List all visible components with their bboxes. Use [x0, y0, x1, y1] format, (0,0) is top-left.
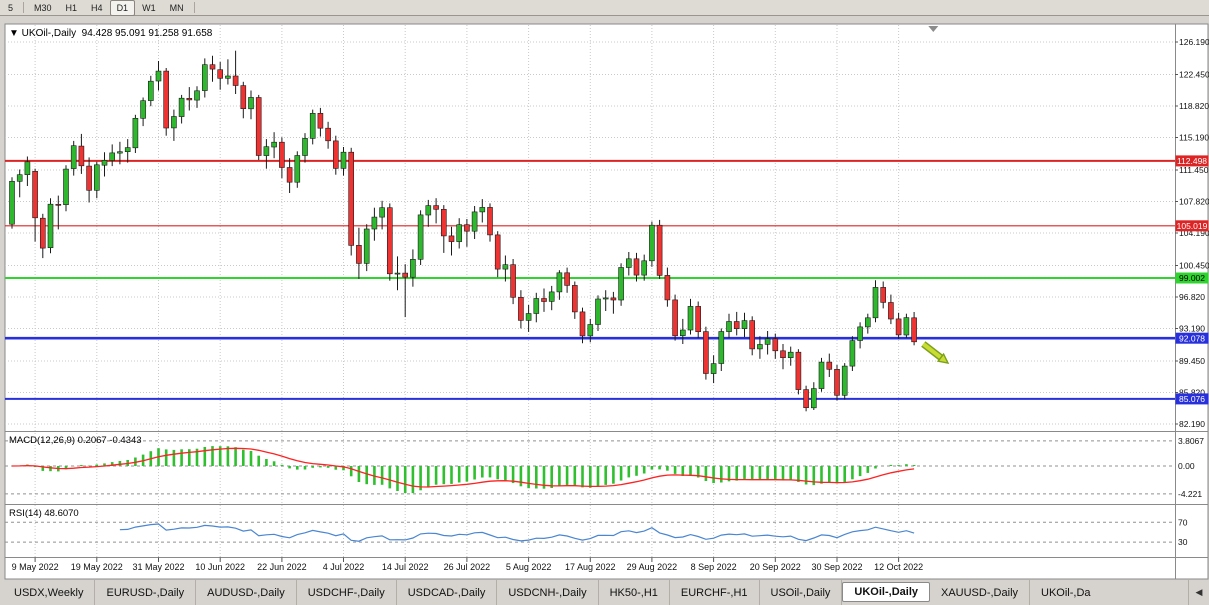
price-badge-105.019: 105.019: [1175, 220, 1209, 232]
timeframe-button-H1[interactable]: H1: [65, 2, 78, 13]
chart-tab-usdcnh-daily[interactable]: USDCNH-,Daily: [497, 580, 599, 605]
svg-text:93.190: 93.190: [1179, 324, 1205, 334]
svg-text:70: 70: [1178, 517, 1188, 527]
svg-text:89.450: 89.450: [1179, 356, 1205, 366]
timeframe-button-H4[interactable]: H4: [91, 2, 103, 13]
rsi-axis-labels: 70 30: [1178, 517, 1188, 547]
chart-tab-usdchf-daily[interactable]: USDCHF-,Daily: [297, 580, 397, 605]
timeframe-button-5[interactable]: 5: [8, 2, 14, 13]
svg-text:9 May 2022: 9 May 2022: [12, 562, 59, 572]
svg-text:82.190: 82.190: [1179, 419, 1205, 429]
chart-tab-usoil-daily[interactable]: USOil-,Daily: [760, 580, 843, 605]
svg-text:85.076: 85.076: [1179, 394, 1205, 404]
svg-text:3.8067: 3.8067: [1178, 436, 1204, 446]
svg-text:12 Oct 2022: 12 Oct 2022: [874, 562, 923, 572]
arrow-annotation[interactable]: [921, 341, 950, 365]
svg-text:96.820: 96.820: [1179, 292, 1205, 302]
rsi-label: RSI(14) 48.6070: [9, 508, 79, 519]
svg-text:85.820: 85.820: [1179, 388, 1205, 398]
svg-text:4 Jul 2022: 4 Jul 2022: [323, 562, 365, 572]
svg-text:31 May 2022: 31 May 2022: [132, 562, 184, 572]
svg-text:19 May 2022: 19 May 2022: [71, 562, 123, 572]
panel-separators: [5, 24, 1208, 579]
price-badge-92.078: 92.078: [1175, 332, 1209, 344]
svg-text:105.019: 105.019: [1177, 221, 1208, 231]
rsi-line: [119, 523, 915, 542]
toolbar-separator: [23, 2, 25, 13]
svg-text:5 Aug 2022: 5 Aug 2022: [506, 562, 552, 572]
timeframe-button-M30[interactable]: M30: [34, 2, 52, 13]
chart-tab-ukoil-da[interactable]: UKOil-,Da: [1041, 586, 1091, 599]
chart-tab-usdcad-daily[interactable]: USDCAD-,Daily: [397, 580, 498, 605]
svg-text:104.190: 104.190: [1179, 228, 1209, 238]
price-badge-99.002: 99.002: [1175, 272, 1209, 284]
chart-shift-marker-icon[interactable]: [928, 26, 939, 32]
svg-text:92.078: 92.078: [1179, 333, 1205, 343]
toolbar-separator: [193, 2, 195, 13]
svg-text:126.190: 126.190: [1179, 37, 1209, 47]
chart-tab-ukoil-daily[interactable]: UKOil-,Daily: [842, 582, 930, 602]
svg-text:26 Jul 2022: 26 Jul 2022: [444, 562, 491, 572]
svg-text:115.190: 115.190: [1179, 133, 1209, 143]
rsi-levels: [5, 521, 1175, 543]
chart-tab-eurchf-h1[interactable]: EURCHF-,H1: [670, 580, 760, 605]
svg-text:99.002: 99.002: [1179, 273, 1205, 283]
timeframe-toolbar: 5 M30 H1 H4 D1 W1 MN: [0, 0, 1209, 16]
svg-text:122.450: 122.450: [1179, 70, 1209, 80]
svg-text:111.450: 111.450: [1179, 165, 1209, 175]
chart-title[interactable]: ▼ UKOil-,Daily 94.428 95.091 91.258 91.6…: [9, 28, 213, 39]
svg-text:17 Aug 2022: 17 Aug 2022: [565, 562, 616, 572]
svg-text:8 Sep 2022: 8 Sep 2022: [691, 562, 737, 572]
tab-scroll-left-button[interactable]: ◀: [1188, 580, 1209, 605]
chart-canvas[interactable]: 3.8067 0.00 -4.221 70 30 126.190 122.450 118.82…: [0, 16, 1209, 580]
tabs-strip: USDX,Weekly EURUSD-,Daily AUDUSD-,Daily USD…: [3, 580, 1188, 605]
macd-axis-labels: 3.8067 0.00 -4.221: [1178, 436, 1204, 499]
chart-tabbar: USDX,Weekly EURUSD-,Daily AUDUSD-,Daily USD…: [0, 580, 1209, 605]
timeframe-button-MN[interactable]: MN: [169, 2, 184, 13]
svg-text:29 Aug 2022: 29 Aug 2022: [627, 562, 678, 572]
price-axis[interactable]: 126.190 122.450 118.820 115.190 111.450 107.8…: [1175, 37, 1209, 429]
chart-tab-xauusd-daily[interactable]: XAUUSD-,Daily: [930, 580, 1031, 605]
chart-background: [4, 23, 1209, 580]
chart-tab-eurusd-daily[interactable]: EURUSD-,Daily: [95, 580, 197, 605]
svg-text:112.498: 112.498: [1177, 156, 1207, 166]
svg-text:14 Jul 2022: 14 Jul 2022: [382, 562, 429, 572]
svg-text:20 Sep 2022: 20 Sep 2022: [750, 562, 801, 572]
chart-tab-hk50-h1[interactable]: HK50-,H1: [599, 580, 670, 605]
svg-text:0.00: 0.00: [1178, 461, 1195, 471]
svg-text:22 Jun 2022: 22 Jun 2022: [257, 562, 307, 572]
chart-tab-usdx-weekly[interactable]: USDX,Weekly: [3, 580, 96, 605]
timeframe-button-D1[interactable]: D1: [109, 0, 136, 16]
svg-text:-4.221: -4.221: [1178, 489, 1202, 499]
svg-text:10 Jun 2022: 10 Jun 2022: [195, 562, 245, 572]
price-badge-112.498: 112.498: [1175, 155, 1209, 167]
svg-text:30 Sep 2022: 30 Sep 2022: [811, 562, 862, 572]
timeframe-button-W1[interactable]: W1: [142, 2, 156, 13]
chart-tab-audusd-daily[interactable]: AUDUSD-,Daily: [196, 580, 297, 605]
svg-text:30: 30: [1178, 537, 1188, 547]
time-axis[interactable]: 9 May 2022 19 May 2022 31 May 2022 10 Jun 2…: [12, 557, 924, 573]
chart-region: 3.8067 0.00 -4.221 70 30 126.190 122.450 118.82…: [0, 16, 1209, 580]
svg-text:107.820: 107.820: [1179, 197, 1209, 207]
candles-layer: [9, 50, 917, 412]
svg-text:118.820: 118.820: [1179, 101, 1209, 111]
macd-label: MACD(12,26,9) 0.2067 -0.4343: [9, 435, 142, 446]
svg-text:100.450: 100.450: [1179, 261, 1209, 271]
macd-signal-line: [11, 447, 915, 488]
price-badge-85.076: 85.076: [1175, 393, 1209, 405]
